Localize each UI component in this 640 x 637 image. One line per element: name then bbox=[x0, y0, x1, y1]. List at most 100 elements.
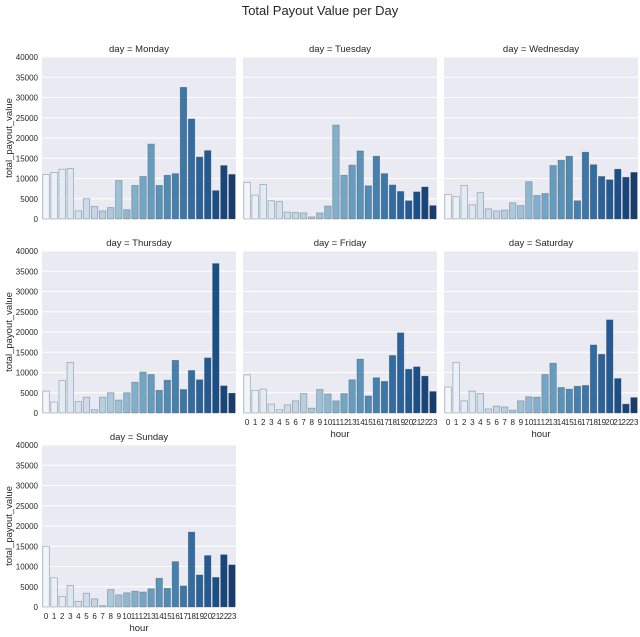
bar-thursday-hour-21 bbox=[212, 263, 220, 414]
x-tick-label: 12 bbox=[541, 418, 550, 427]
bar-tuesday-hour-19 bbox=[397, 191, 405, 220]
bar-thursday-hour-2 bbox=[58, 380, 66, 414]
bar-wednesday-hour-4 bbox=[476, 192, 484, 220]
bar-sunday-hour-7 bbox=[99, 605, 107, 608]
x-tick-label: 9 bbox=[318, 418, 323, 427]
bar-tuesday-hour-11 bbox=[332, 124, 340, 220]
y-tick-label: 5000 bbox=[20, 583, 38, 592]
bar-thursday-hour-23 bbox=[228, 392, 236, 414]
bar-monday-hour-19 bbox=[196, 156, 204, 220]
x-tick-label: 14 bbox=[356, 418, 365, 427]
bar-thursday-hour-22 bbox=[220, 385, 228, 414]
x-tick-label: 23 bbox=[630, 418, 639, 427]
bar-tuesday-hour-9 bbox=[316, 212, 324, 220]
x-tick-label: 17 bbox=[179, 612, 188, 621]
bar-saturday-hour-17 bbox=[581, 385, 590, 414]
bar-sunday-hour-9 bbox=[115, 594, 123, 608]
bar-thursday-hour-7 bbox=[99, 396, 107, 414]
bar-friday-hour-3 bbox=[267, 403, 275, 414]
bar-saturday-hour-3 bbox=[468, 390, 476, 414]
x-tick-label: 4 bbox=[76, 612, 81, 621]
bar-monday-hour-17 bbox=[179, 87, 188, 220]
y-tick-label: 0 bbox=[34, 215, 39, 224]
bar-sunday-hour-17 bbox=[179, 585, 188, 608]
x-tick-label: 1 bbox=[52, 612, 57, 621]
bar-friday-hour-23 bbox=[429, 391, 437, 414]
bar-wednesday-hour-16 bbox=[573, 200, 581, 220]
bar-sunday-hour-1 bbox=[50, 577, 58, 608]
bar-tuesday-hour-6 bbox=[291, 212, 300, 220]
bar-tuesday-hour-20 bbox=[405, 200, 413, 220]
facet-title-friday: day = Friday bbox=[314, 238, 367, 249]
bar-sunday-hour-8 bbox=[107, 589, 115, 608]
bar-tuesday-hour-10 bbox=[324, 205, 332, 220]
x-tick-label: 16 bbox=[171, 612, 180, 621]
bar-friday-hour-2 bbox=[259, 388, 267, 414]
bar-friday-hour-10 bbox=[324, 393, 332, 414]
bar-thursday-hour-13 bbox=[147, 374, 155, 414]
bar-saturday-hour-13 bbox=[549, 362, 557, 414]
x-tick-label: 7 bbox=[301, 418, 306, 427]
facet-title-tuesday: day = Tuesday bbox=[309, 44, 371, 55]
bar-sunday-hour-22 bbox=[220, 554, 228, 608]
bar-saturday-hour-0 bbox=[444, 386, 452, 414]
y-tick-label: 15000 bbox=[16, 542, 39, 551]
x-tick-label: 14 bbox=[557, 418, 566, 427]
y-tick-label: 5000 bbox=[20, 195, 38, 204]
y-tick-label: 30000 bbox=[16, 94, 39, 103]
bar-sunday-hour-12 bbox=[139, 591, 147, 608]
bar-friday-hour-15 bbox=[364, 395, 372, 414]
x-tick-label: 17 bbox=[380, 418, 389, 427]
bar-friday-hour-5 bbox=[283, 404, 292, 414]
bar-wednesday-hour-23 bbox=[630, 172, 638, 220]
x-axis-label: hour bbox=[330, 429, 349, 440]
bar-wednesday-hour-11 bbox=[533, 195, 541, 220]
bar-saturday-hour-7 bbox=[501, 406, 509, 414]
x-tick-label: 22 bbox=[219, 612, 228, 621]
x-tick-label: 15 bbox=[565, 418, 574, 427]
x-tick-label: 19 bbox=[396, 418, 405, 427]
bar-wednesday-hour-12 bbox=[541, 193, 549, 220]
bar-thursday-hour-9 bbox=[115, 399, 123, 414]
x-tick-label: 12 bbox=[139, 612, 148, 621]
y-tick-label: 25000 bbox=[16, 502, 39, 511]
bar-sunday-hour-3 bbox=[66, 585, 74, 608]
x-tick-label: 6 bbox=[293, 418, 298, 427]
bar-tuesday-hour-18 bbox=[388, 184, 397, 220]
x-tick-label: 15 bbox=[163, 612, 172, 621]
bar-saturday-hour-9 bbox=[517, 400, 525, 414]
bar-thursday-hour-10 bbox=[123, 392, 131, 414]
bar-tuesday-hour-5 bbox=[283, 211, 292, 220]
bar-saturday-hour-1 bbox=[452, 362, 460, 414]
y-tick-label: 20000 bbox=[16, 522, 39, 531]
x-tick-label: 8 bbox=[510, 418, 515, 427]
facet-wednesday: day = Wednesday bbox=[444, 44, 638, 220]
y-tick-label: 20000 bbox=[16, 134, 39, 143]
y-tick-label: 20000 bbox=[16, 328, 39, 337]
bar-thursday-hour-20 bbox=[204, 357, 212, 414]
bar-monday-hour-14 bbox=[155, 185, 163, 220]
facet-tuesday: day = Tuesday bbox=[243, 44, 437, 220]
y-tick-label: 40000 bbox=[16, 247, 39, 256]
bar-tuesday-hour-8 bbox=[308, 216, 316, 220]
y-tick-label: 25000 bbox=[16, 308, 39, 317]
bar-monday-hour-6 bbox=[90, 206, 99, 220]
bar-sunday-hour-20 bbox=[204, 555, 212, 608]
bar-saturday-hour-5 bbox=[484, 408, 493, 414]
bar-thursday-hour-0 bbox=[42, 390, 50, 414]
x-tick-label: 23 bbox=[429, 418, 438, 427]
bar-wednesday-hour-9 bbox=[517, 205, 525, 220]
bar-wednesday-hour-2 bbox=[460, 185, 468, 220]
x-tick-label: 20 bbox=[404, 418, 413, 427]
bar-wednesday-hour-17 bbox=[581, 151, 590, 220]
bar-saturday-hour-18 bbox=[589, 344, 598, 414]
bar-wednesday-hour-1 bbox=[452, 196, 460, 220]
bar-tuesday-hour-15 bbox=[364, 185, 372, 220]
facet-title-monday: day = Monday bbox=[109, 44, 169, 55]
x-tick-label: 22 bbox=[420, 418, 429, 427]
x-tick-label: 21 bbox=[412, 418, 421, 427]
x-tick-label: 23 bbox=[228, 612, 237, 621]
bar-sunday-hour-14 bbox=[155, 577, 163, 608]
bar-saturday-hour-20 bbox=[606, 319, 614, 414]
